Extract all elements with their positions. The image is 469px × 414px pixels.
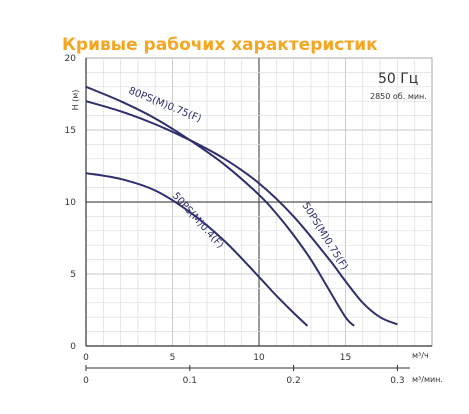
x-axis-unit-secondary: м³/мин. <box>412 375 443 384</box>
series-line-2 <box>85 85 355 327</box>
y-tick-label: 15 <box>65 126 76 136</box>
y-tick-label: 5 <box>70 270 76 280</box>
y-tick-label: 10 <box>65 198 77 208</box>
frequency-label: 50 Гц <box>378 71 418 87</box>
x-tick-label: 15 <box>340 353 351 363</box>
x-axis-unit-primary: м³/ч <box>412 351 429 360</box>
x-secondary-tick-label: 0.3 <box>390 376 404 386</box>
series-label-3: 50PS(M)0.4(F) <box>170 191 226 251</box>
y-tick-label: 20 <box>65 54 77 64</box>
y-tick-label: 0 <box>70 342 76 352</box>
x-secondary-tick-label: 0.2 <box>286 376 300 386</box>
x-secondary-tick-label: 0 <box>83 376 89 386</box>
series-label-2: 50PS(M)0.75(F) <box>299 201 349 273</box>
series-label-1: 80PS(M)0.75(F) <box>127 86 203 125</box>
speed-label: 2850 об. мин. <box>370 92 427 101</box>
x-secondary-tick-label: 0.1 <box>183 376 197 386</box>
x-tick-label: 0 <box>83 353 89 363</box>
x-tick-label: 10 <box>253 353 265 363</box>
chart-title: Кривые рабочих характеристик <box>62 35 378 55</box>
series-line-3 <box>85 172 309 327</box>
series-line-1 <box>85 100 398 326</box>
y-axis-label: H (м) <box>71 90 80 111</box>
x-tick-label: 5 <box>170 353 176 363</box>
